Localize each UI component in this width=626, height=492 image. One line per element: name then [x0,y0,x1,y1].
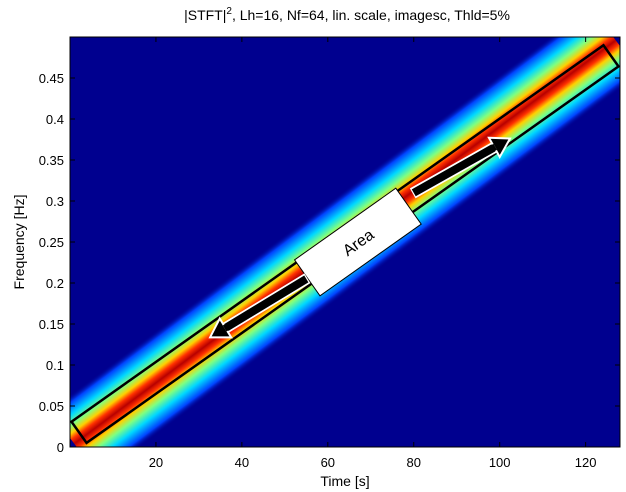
chart-title-superscript: 2 [226,6,232,17]
y-tick-label: 0.15 [39,317,64,332]
x-tick-label: 100 [489,455,511,470]
area-label: Area [293,187,422,297]
x-tick-label: 40 [235,455,249,470]
chart-title: |STFT|2, Lh=16, Nf=64, lin. scale, image… [184,6,510,23]
y-axis-label: Frequency [Hz] [11,195,27,290]
x-tick-label: 120 [575,455,597,470]
area-label-box [293,187,422,297]
chart-title-main: |STFT| [184,7,226,23]
annotation-layer: Area [70,43,620,445]
y-tick-label: 0.1 [46,358,64,373]
y-tick-label: 0.35 [39,153,64,168]
y-tick-label: 0.4 [46,112,64,127]
y-tick-label: 0.3 [46,194,64,209]
x-axis-ticks: 20 40 60 80 100 120 [149,37,597,470]
x-tick-label: 60 [321,455,335,470]
plot-area: Area [70,37,620,447]
direction-arrow [409,136,512,199]
y-tick-label: 0 [57,440,64,455]
y-tick-label: 0.45 [39,71,64,86]
y-tick-label: 0.05 [39,399,64,414]
chart-title-rest: , Lh=16, Nf=64, lin. scale, imagesc, Thl… [232,7,510,23]
y-tick-label: 0.2 [46,276,64,291]
x-axis-label: Time [s] [320,473,369,489]
y-axis-ticks: 0 0.05 0.1 0.15 0.2 0.25 0.3 0.35 0.4 0.45 [39,71,620,455]
x-tick-label: 20 [149,455,163,470]
y-tick-label: 0.25 [39,235,64,250]
direction-arrow [208,273,311,339]
x-tick-label: 80 [407,455,421,470]
